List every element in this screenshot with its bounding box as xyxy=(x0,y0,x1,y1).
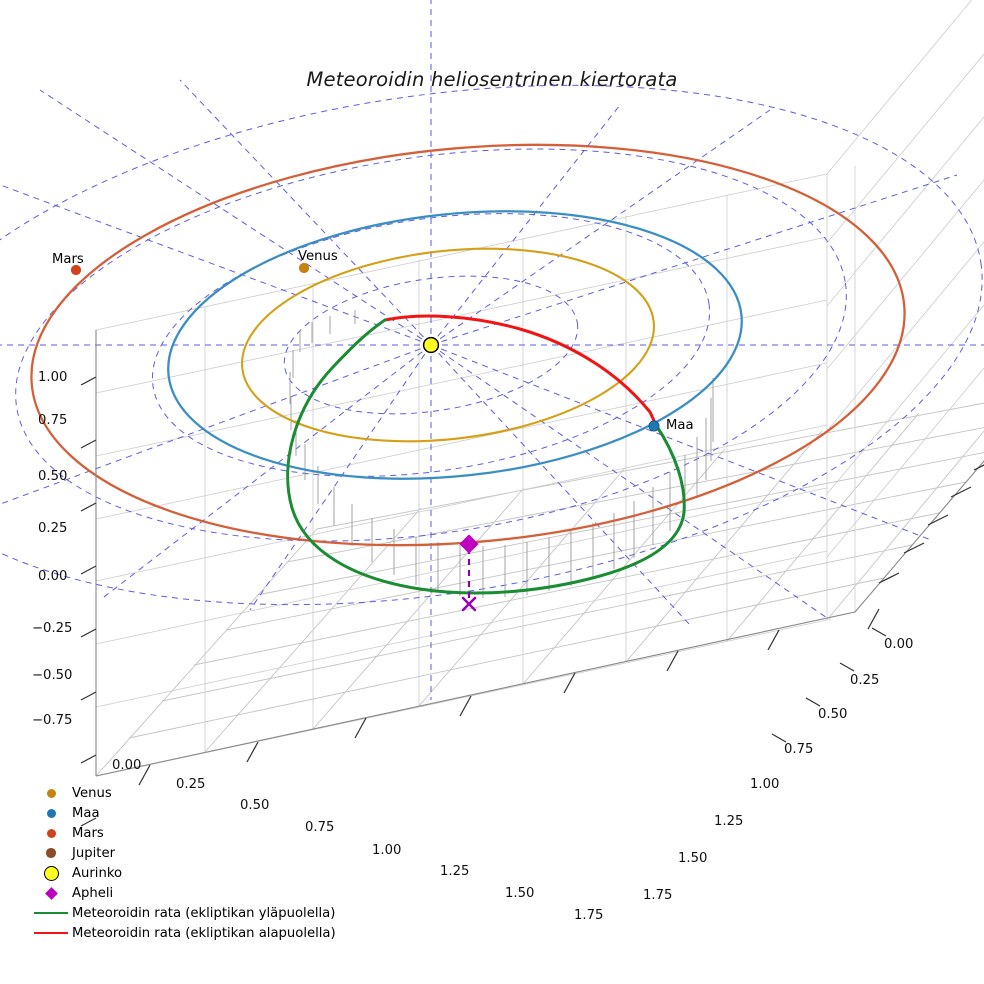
z-tick-3: 0.25 xyxy=(38,521,68,536)
orbit-dropline-stems xyxy=(289,310,714,598)
z-tick-1: 0.75 xyxy=(38,413,68,428)
legend-label-venus: Venus xyxy=(72,785,112,801)
legend-item-aurinko[interactable]: Aurinko xyxy=(30,863,360,883)
orbit-earth xyxy=(167,210,743,480)
z-tick-5: −0.25 xyxy=(32,621,73,636)
meteoroid-orbit-above-ecliptic xyxy=(286,318,686,595)
legend: Venus Maa Mars Jupiter Aurinko xyxy=(30,783,360,943)
axis-ticks-right xyxy=(771,627,887,743)
right-wall-grid xyxy=(826,0,984,621)
x-tick-6: 1.50 xyxy=(505,886,535,901)
legend-label-meteoroid-below: Meteoroidin rata (ekliptikan alapuolella… xyxy=(72,925,336,941)
x-tick-7: 1.75 xyxy=(574,908,604,923)
sun-icon xyxy=(30,865,72,881)
y-tick-6: 1.50 xyxy=(678,851,708,866)
z-tick-4: 0.00 xyxy=(38,569,68,584)
y-tick-2: 0.50 xyxy=(818,707,848,722)
z-tick-0: 1.00 xyxy=(38,370,68,385)
earth-dot-icon xyxy=(30,808,72,818)
axis-spines xyxy=(95,330,984,777)
green-line-icon xyxy=(30,912,72,914)
legend-label-jupiter: Jupiter xyxy=(72,845,115,861)
x-tick-0: 0.00 xyxy=(112,758,142,773)
label-earth: Maa xyxy=(666,418,694,433)
y-tick-4: 1.00 xyxy=(750,777,780,792)
x-tick-3: 0.75 xyxy=(305,820,335,835)
venus-dot-icon xyxy=(30,788,72,798)
aphelion-diamond-icon xyxy=(30,886,72,900)
legend-label-maa: Maa xyxy=(72,805,100,821)
red-line-icon xyxy=(30,932,72,934)
label-venus: Venus xyxy=(298,249,338,264)
axis-ticks xyxy=(80,376,984,827)
y-tick-0: 0.00 xyxy=(884,637,914,652)
jupiter-dot-icon xyxy=(30,848,72,858)
body-dot-venus xyxy=(298,262,310,274)
legend-item-jupiter[interactable]: Jupiter xyxy=(30,843,360,863)
legend-label-mars: Mars xyxy=(72,825,104,841)
legend-item-meteoroid-above[interactable]: Meteoroidin rata (ekliptikan yläpuolella… xyxy=(30,903,360,923)
orbit-venus xyxy=(241,247,655,443)
x-tick-4: 1.00 xyxy=(372,843,402,858)
y-tick-1: 0.25 xyxy=(850,673,880,688)
aphelion-ground-x-marker xyxy=(461,596,477,612)
mars-dot-icon xyxy=(30,828,72,838)
label-mars: Mars xyxy=(52,252,84,267)
polar-grid-lines xyxy=(0,0,984,700)
meteoroid-orbit-below-ecliptic xyxy=(383,314,658,427)
aphelion-marker xyxy=(459,534,479,554)
x-tick-1: 0.25 xyxy=(176,777,206,792)
sun-marker xyxy=(422,336,440,354)
z-tick-2: 0.50 xyxy=(38,469,68,484)
legend-label-apheli: Apheli xyxy=(72,885,114,901)
legend-item-mars[interactable]: Mars xyxy=(30,823,360,843)
x-tick-2: 0.50 xyxy=(240,798,270,813)
y-tick-7: 1.75 xyxy=(643,888,673,903)
x-tick-5: 1.25 xyxy=(440,864,470,879)
z-tick-7: −0.75 xyxy=(32,713,73,728)
legend-item-maa[interactable]: Maa xyxy=(30,803,360,823)
legend-label-aurinko: Aurinko xyxy=(72,865,123,881)
orbit-mars xyxy=(30,143,906,547)
floor-pane-grid xyxy=(95,402,984,777)
legend-label-meteoroid-above: Meteoroidin rata (ekliptikan yläpuolella… xyxy=(72,905,336,921)
body-dot-mars xyxy=(70,264,82,276)
legend-item-venus[interactable]: Venus xyxy=(30,783,360,803)
legend-item-apheli[interactable]: Apheli xyxy=(30,883,360,903)
body-dot-earth xyxy=(648,420,660,432)
y-tick-5: 1.25 xyxy=(714,814,744,829)
legend-item-meteoroid-below[interactable]: Meteoroidin rata (ekliptikan alapuolella… xyxy=(30,923,360,943)
y-tick-3: 0.75 xyxy=(784,742,814,757)
z-tick-6: −0.50 xyxy=(32,668,73,683)
